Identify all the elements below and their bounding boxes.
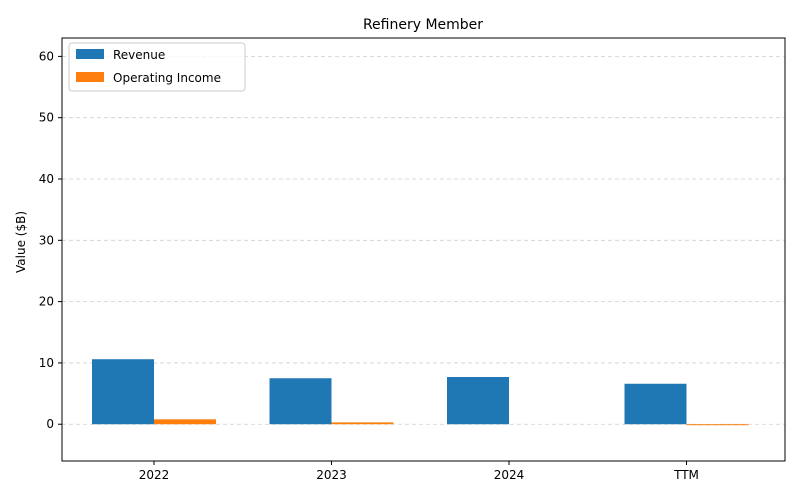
bar-operating-income-2022 xyxy=(154,419,216,425)
x-tick-label-2022: 2022 xyxy=(139,468,170,482)
x-tick-label-2024: 2024 xyxy=(494,468,525,482)
y-tick-label-30: 30 xyxy=(39,233,54,247)
y-tick-label-20: 20 xyxy=(39,295,54,309)
y-axis-label: Value ($B) xyxy=(14,211,28,273)
legend-label-revenue: Revenue xyxy=(113,48,165,62)
bar-revenue-2023 xyxy=(269,378,332,425)
x-tick-label-2023: 2023 xyxy=(316,468,347,482)
bar-operating-income-ttm xyxy=(686,424,749,426)
legend-swatch-revenue xyxy=(76,49,104,59)
y-tick-label-40: 40 xyxy=(39,172,54,186)
plot-frame xyxy=(61,37,786,462)
bar-operating-income-2023 xyxy=(331,422,394,425)
legend-swatch-operating-income xyxy=(76,72,104,82)
x-axis-ticks: 2022 2023 2024 TTM xyxy=(139,461,699,482)
bar-revenue-2022 xyxy=(92,359,154,425)
x-tick-label-ttm: TTM xyxy=(673,468,699,482)
legend-frame xyxy=(68,42,246,92)
chart-title: Refinery Member xyxy=(363,17,483,33)
gridlines xyxy=(62,55,785,425)
y-tick-label-0: 0 xyxy=(46,417,54,431)
y-axis-ticks: 0 10 20 30 40 50 60 xyxy=(39,49,62,431)
y-tick-label-10: 10 xyxy=(39,356,54,370)
bar-revenue-2024 xyxy=(447,377,509,425)
y-tick-label-50: 50 xyxy=(39,111,54,125)
y-tick-label-60: 60 xyxy=(39,49,54,63)
bar-revenue-ttm xyxy=(624,383,687,425)
bars xyxy=(92,359,749,426)
legend: Revenue Operating Income xyxy=(68,42,246,92)
axes xyxy=(61,37,786,462)
legend-label-operating-income: Operating Income xyxy=(113,71,221,85)
